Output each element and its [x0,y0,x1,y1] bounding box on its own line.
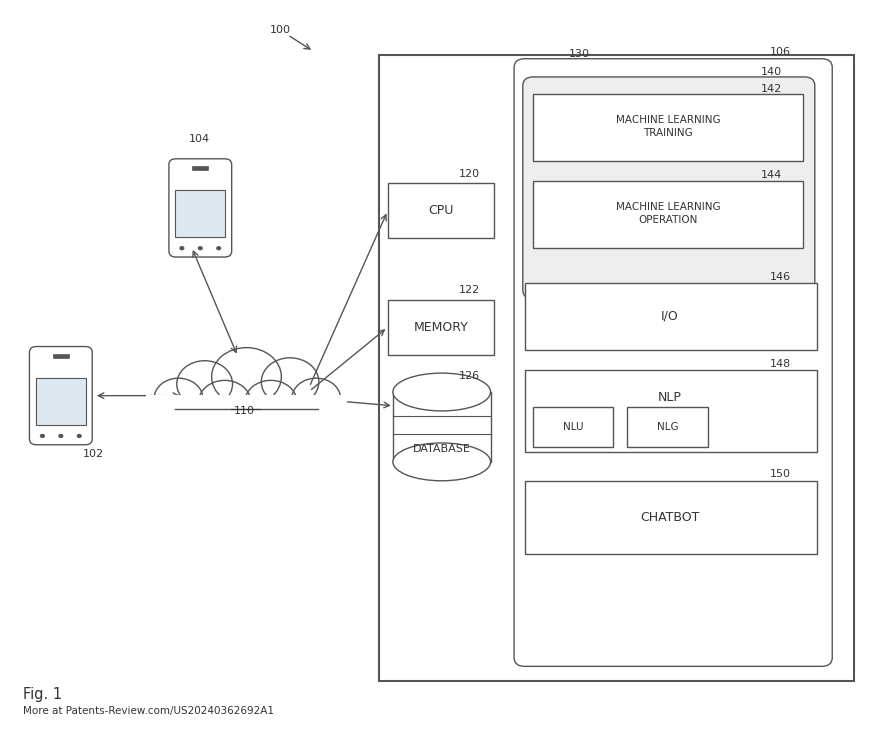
Text: 122: 122 [459,286,480,295]
Circle shape [180,246,185,250]
Bar [533,406,613,447]
Text: More at Patents-Review.com/US20240362692A1: More at Patents-Review.com/US20240362692… [24,706,275,715]
Circle shape [292,378,341,419]
Bar [53,354,69,358]
Text: 110: 110 [234,406,255,416]
Text: CPU: CPU [429,205,453,217]
FancyBboxPatch shape [514,59,832,666]
Bar [388,183,494,238]
Text: MACHINE LEARNING
OPERATION: MACHINE LEARNING OPERATION [616,202,721,225]
Bar [175,190,225,238]
Circle shape [58,434,63,438]
Bar [393,392,490,462]
Text: CHATBOT: CHATBOT [641,511,700,524]
Text: 126: 126 [459,371,480,381]
FancyBboxPatch shape [523,77,815,299]
Bar [192,166,209,170]
Text: 150: 150 [769,470,790,479]
Bar [627,406,708,447]
Text: 104: 104 [189,134,210,144]
Text: NLP: NLP [658,392,682,404]
Text: 142: 142 [761,84,782,93]
Bar [533,181,803,248]
Text: 140: 140 [761,67,782,77]
Bar [388,300,494,355]
Bar [524,283,817,350]
Text: NLG: NLG [656,422,678,432]
Ellipse shape [393,373,490,411]
Circle shape [198,246,203,250]
Circle shape [199,381,251,424]
Circle shape [154,378,203,419]
Text: 102: 102 [83,449,104,459]
Bar [533,93,803,160]
Circle shape [40,434,45,438]
Text: 100: 100 [270,24,291,35]
Bar [146,395,347,435]
Text: MEMORY: MEMORY [414,321,468,333]
Text: MACHINE LEARNING
TRAINING: MACHINE LEARNING TRAINING [616,115,721,138]
Circle shape [211,347,282,406]
Circle shape [77,434,82,438]
FancyBboxPatch shape [29,347,92,445]
Text: 106: 106 [769,46,790,57]
Bar [524,481,817,553]
Circle shape [245,381,297,424]
Circle shape [261,358,319,406]
Bar [36,378,86,425]
Text: 148: 148 [769,359,791,369]
Text: 130: 130 [569,49,590,60]
Circle shape [177,361,232,407]
Text: NLU: NLU [563,422,583,432]
Circle shape [216,246,221,250]
Text: Fig. 1: Fig. 1 [24,687,62,701]
Text: 144: 144 [761,170,782,180]
FancyBboxPatch shape [169,159,231,257]
Text: 120: 120 [459,169,480,179]
Bar [524,370,817,452]
Ellipse shape [393,443,490,481]
Bar [379,55,854,681]
Text: 146: 146 [769,272,790,282]
Text: DATABASE: DATABASE [413,445,471,455]
Text: I/O: I/O [661,310,679,323]
